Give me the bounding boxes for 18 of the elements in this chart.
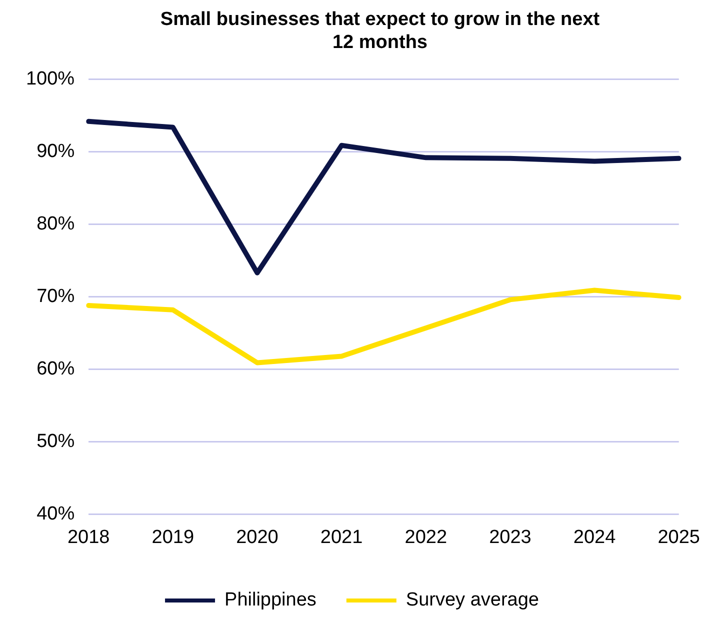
y-tick-label: 60%: [36, 358, 75, 380]
legend-label: Survey average: [406, 590, 539, 611]
x-tick-label: 2018: [67, 526, 110, 548]
y-tick-label: 90%: [36, 141, 75, 162]
x-tick-label: 2024: [573, 526, 616, 548]
x-tick-label: 2020: [236, 526, 278, 548]
y-tick-label: 80%: [36, 214, 75, 235]
y-tick-label: 40%: [36, 503, 75, 524]
y-tick-label: 100%: [26, 68, 75, 90]
x-tick-label: 2022: [404, 526, 448, 548]
y-tick-label: 70%: [36, 286, 75, 308]
chart-title: Small businesses that expect to grow in the next 12 months: [160, 8, 600, 54]
x-tick-label: 2019: [152, 526, 194, 548]
y-tick-label: 50%: [36, 430, 75, 452]
legend-label: Philippines: [224, 590, 316, 611]
x-tick-label: 2025: [658, 526, 700, 548]
x-tick-label: 2023: [489, 526, 532, 548]
x-tick-label: 2021: [320, 526, 363, 548]
